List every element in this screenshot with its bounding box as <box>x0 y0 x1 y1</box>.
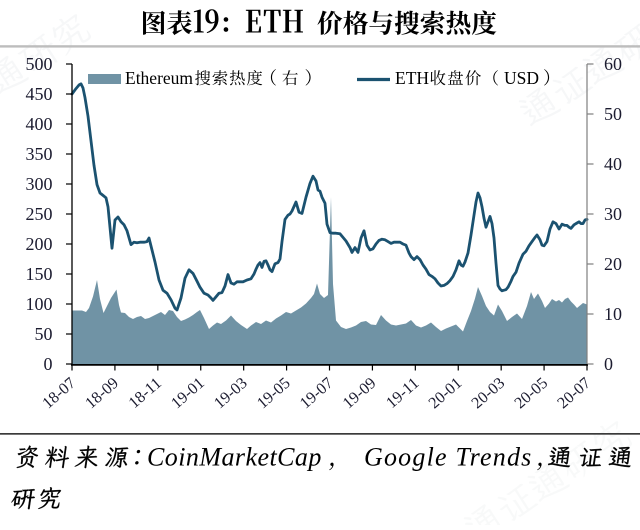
svg-text:USD: USD <box>504 68 539 88</box>
svg-text:60: 60 <box>604 54 622 74</box>
svg-text:350: 350 <box>26 144 53 164</box>
svg-text:CoinMarketCap: CoinMarketCap <box>147 443 322 472</box>
svg-text:Ethereum: Ethereum <box>125 68 193 88</box>
svg-text:ETH: ETH <box>395 68 429 88</box>
svg-text:50: 50 <box>604 104 622 124</box>
svg-text:150: 150 <box>26 264 53 284</box>
svg-text:450: 450 <box>26 84 53 104</box>
svg-text:20: 20 <box>604 254 622 274</box>
svg-text:50: 50 <box>35 324 53 344</box>
svg-text:10: 10 <box>604 304 622 324</box>
svg-text:200: 200 <box>26 234 53 254</box>
svg-text:Google Trends: Google Trends <box>364 443 532 472</box>
svg-text:0: 0 <box>604 354 613 374</box>
svg-text:30: 30 <box>604 204 622 224</box>
svg-text:100: 100 <box>26 294 53 314</box>
svg-text:40: 40 <box>604 154 622 174</box>
svg-text:400: 400 <box>26 114 53 134</box>
svg-text:250: 250 <box>26 204 53 224</box>
svg-text:500: 500 <box>26 54 53 74</box>
svg-text:0: 0 <box>44 354 53 374</box>
svg-text:300: 300 <box>26 174 53 194</box>
